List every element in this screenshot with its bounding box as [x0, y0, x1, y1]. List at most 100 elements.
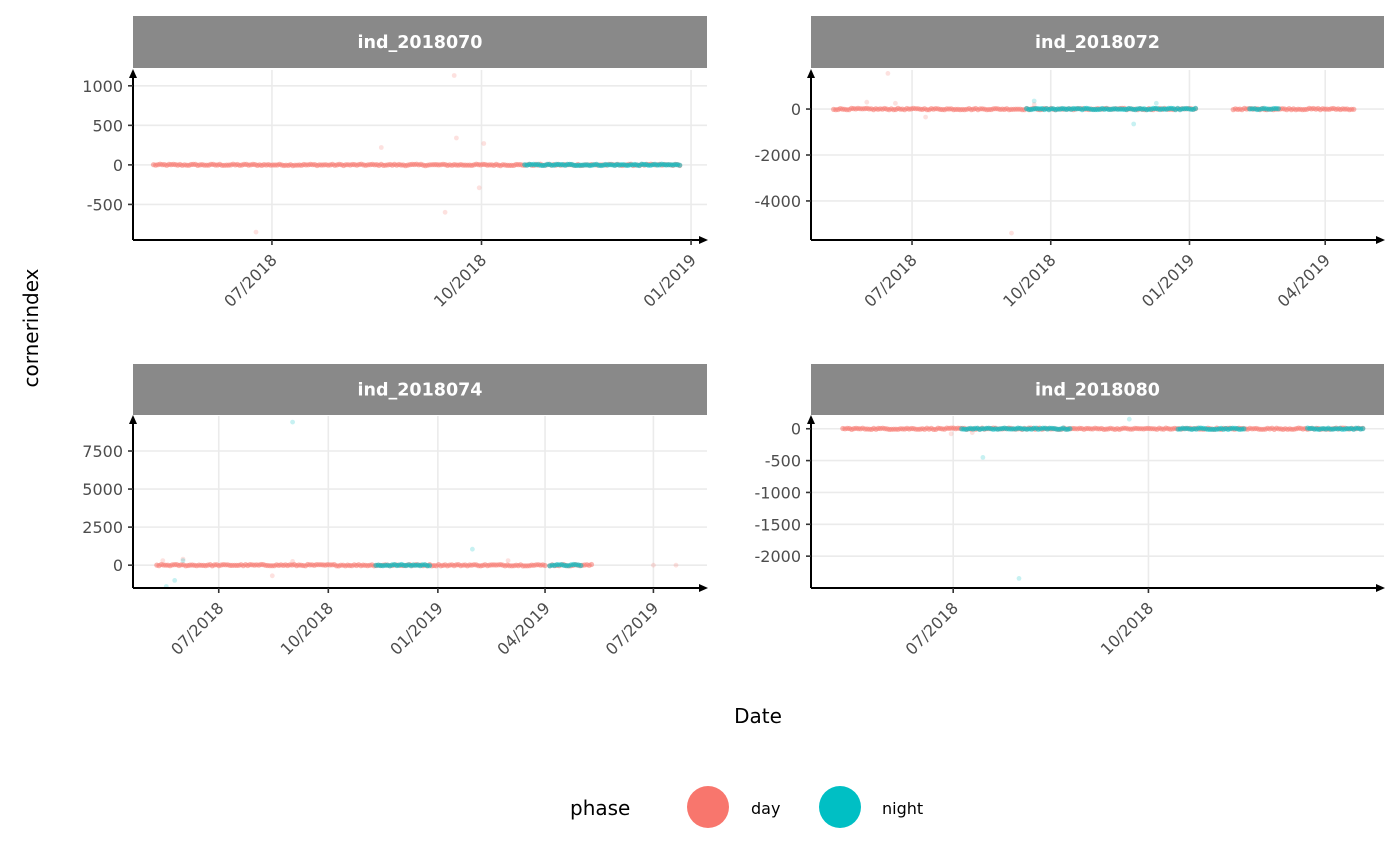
y-axis-arrow	[129, 415, 137, 424]
y-tick-label: -1500	[755, 515, 802, 534]
x-axis-arrow	[1376, 236, 1385, 244]
outlier-point-night	[1131, 121, 1137, 127]
data-points	[154, 419, 679, 589]
x-tick-label: 01/2019	[1138, 250, 1198, 310]
facet-strip	[811, 364, 1384, 415]
outlier-point-day	[864, 99, 870, 105]
y-axis-arrow	[807, 69, 815, 78]
y-tick-label: 1000	[82, 77, 123, 96]
outlier-point-day	[378, 145, 384, 150]
x-tick-label: 07/2018	[902, 598, 962, 658]
series-night	[163, 419, 584, 589]
x-tick-label: 04/2019	[1274, 250, 1334, 310]
y-tick-label: 0	[791, 100, 801, 119]
point-day	[588, 561, 595, 568]
facet-panel-ind_2018074: ind_2018074 7500 5000 2500 0 07/2018 10/2018 01…	[82, 364, 708, 659]
point-day	[542, 562, 548, 569]
outlier-point-night	[980, 455, 986, 460]
x-tick-label: 10/2018	[1097, 598, 1157, 658]
legend-title: phase	[570, 796, 630, 820]
y-tick-label: -4000	[755, 192, 802, 211]
x-axis-title: Date	[734, 704, 782, 728]
series-day	[831, 71, 1357, 236]
legend-key-night	[819, 786, 861, 828]
x-tick-label: 07/2019	[602, 598, 662, 658]
facet-strip	[133, 16, 707, 68]
outlier-point-day	[180, 556, 186, 562]
point-night	[1360, 426, 1366, 432]
x-tick-label: 01/2019	[386, 598, 446, 658]
y-tick-label: 0	[791, 420, 801, 439]
x-axis-arrow	[699, 236, 708, 244]
x-axis-arrow	[699, 584, 708, 592]
y-tick-label: 0	[113, 156, 123, 175]
outlier-point-day	[253, 229, 259, 235]
point-night	[578, 562, 584, 569]
outlier-point-day	[1031, 102, 1037, 107]
outlier-point-day	[885, 71, 891, 76]
outlier-point-day	[454, 135, 459, 141]
facet-strip	[133, 364, 707, 415]
outlier-point-day	[505, 558, 511, 563]
outlier-point-night	[1016, 576, 1022, 581]
point-day	[1351, 106, 1357, 112]
x-tick-label: 04/2019	[493, 598, 553, 658]
series-night	[959, 416, 1366, 581]
outlier-point-night	[290, 419, 295, 425]
facet-strip-label: ind_2018080	[1035, 381, 1160, 401]
data-points	[150, 73, 683, 235]
series-night	[1024, 98, 1281, 127]
point-night	[1241, 426, 1247, 432]
point-night	[1275, 106, 1281, 112]
y-axis-arrow	[129, 69, 137, 78]
facet-strip-label: ind_2018072	[1035, 33, 1160, 53]
outlier-point-day	[673, 562, 679, 568]
outlier-point-night	[470, 546, 475, 552]
y-axis-title: cornerindex	[19, 268, 43, 387]
series-day	[150, 73, 683, 235]
outlier-point-day	[476, 185, 482, 191]
facet-panel-ind_2018072: ind_2018072 0 -2000 -4000 07/2018 10/2018 01/2…	[755, 16, 1385, 311]
legend: phase day night	[570, 786, 923, 828]
outlier-point-day	[290, 559, 295, 564]
legend-label-day: day	[751, 799, 780, 818]
legend-label-night: night	[882, 799, 923, 818]
y-tick-label: -500	[765, 452, 801, 471]
x-tick-label: 10/2018	[277, 598, 337, 658]
outlier-point-night	[172, 578, 178, 583]
y-tick-label: 0	[113, 556, 123, 575]
point-night	[426, 563, 433, 569]
data-points	[840, 416, 1366, 581]
facet-strip	[811, 16, 1384, 68]
x-tick-label: 10/2018	[999, 250, 1059, 310]
outlier-point-day	[451, 73, 457, 78]
y-tick-label: -2000	[755, 146, 802, 165]
outlier-point-day	[651, 562, 656, 568]
y-tick-label: 500	[92, 116, 123, 135]
x-axis-arrow	[1376, 584, 1385, 592]
series-night	[522, 161, 683, 169]
y-tick-label: 7500	[82, 442, 123, 461]
outlier-point-day	[442, 209, 448, 215]
outlier-point-night	[180, 558, 186, 563]
outlier-point-day	[481, 141, 487, 146]
y-tick-label: 2500	[82, 518, 123, 537]
y-tick-label: -1000	[755, 483, 802, 502]
outlier-point-night	[1126, 416, 1132, 422]
outlier-point-day	[160, 558, 166, 563]
y-tick-label: 5000	[82, 480, 123, 499]
point-night	[1067, 426, 1073, 432]
point-night	[677, 162, 683, 168]
facet-strip-label: ind_2018070	[358, 33, 483, 53]
y-axis-arrow	[807, 415, 815, 424]
facet-panel-ind_2018070: ind_2018070 1000 500 0 -500 07/2018 10/2018 01/…	[82, 16, 708, 311]
outlier-point-day	[923, 114, 928, 120]
x-tick-label: 10/2018	[430, 250, 490, 310]
x-tick-label: 07/2018	[220, 250, 280, 310]
facet-strip-label: ind_2018074	[358, 381, 483, 401]
y-tick-label: -500	[87, 195, 123, 214]
legend-key-day	[687, 786, 729, 828]
x-tick-label: 01/2019	[639, 250, 699, 310]
